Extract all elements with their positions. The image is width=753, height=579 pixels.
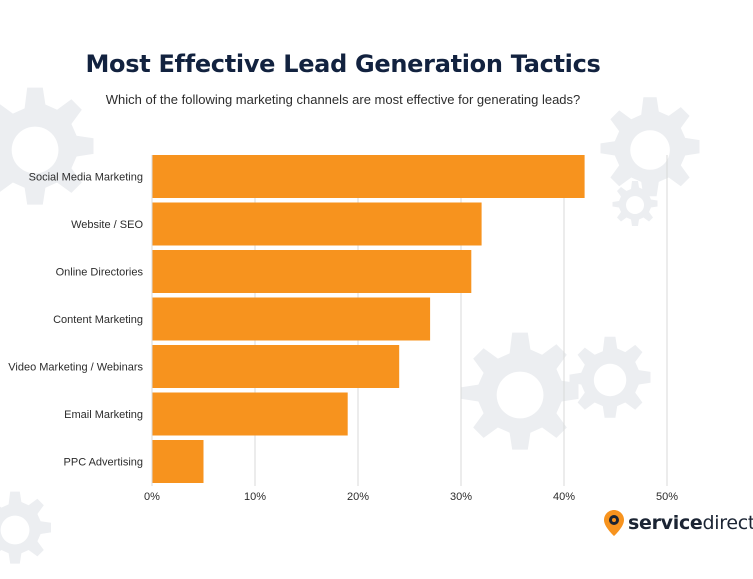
background-gear-icon [600, 97, 700, 197]
bar [152, 202, 482, 246]
category-label: Website / SEO [71, 219, 143, 231]
chart-title: Most Effective Lead Generation Tactics [85, 50, 601, 78]
x-tick-label: 20% [347, 491, 369, 503]
brand-name-bold: service [628, 512, 703, 534]
category-label: PPC Advertising [64, 457, 143, 469]
location-pin-gear-icon [604, 510, 624, 536]
x-tick-label: 0% [144, 491, 160, 503]
bar [152, 345, 400, 388]
category-label: Video Marketing / Webinars [8, 362, 143, 374]
category-label: Email Marketing [64, 409, 143, 421]
background-gear-icon [461, 332, 579, 450]
bar [152, 440, 204, 483]
x-tick-label: 50% [656, 491, 678, 503]
brand-logo: servicedirect [604, 510, 753, 536]
category-label: Online Directories [56, 267, 144, 279]
x-tick-label: 30% [450, 491, 472, 503]
background-gear-icon [612, 181, 658, 226]
chart-subtitle: Which of the following marketing channel… [105, 92, 581, 107]
category-label: Social Media Marketing [29, 172, 143, 184]
x-tick-label: 10% [244, 491, 266, 503]
brand-name-regular: direct [702, 512, 753, 534]
background-gear-icon [569, 336, 651, 418]
bar [152, 250, 472, 293]
bar [152, 297, 431, 341]
bar [152, 392, 348, 436]
category-label: Content Marketing [53, 314, 143, 326]
x-tick-label: 40% [553, 491, 575, 503]
background-gear-icon [0, 491, 51, 564]
brand-name: servicedirect [628, 512, 753, 534]
background-gear-icon [0, 87, 94, 205]
bar [152, 155, 585, 198]
